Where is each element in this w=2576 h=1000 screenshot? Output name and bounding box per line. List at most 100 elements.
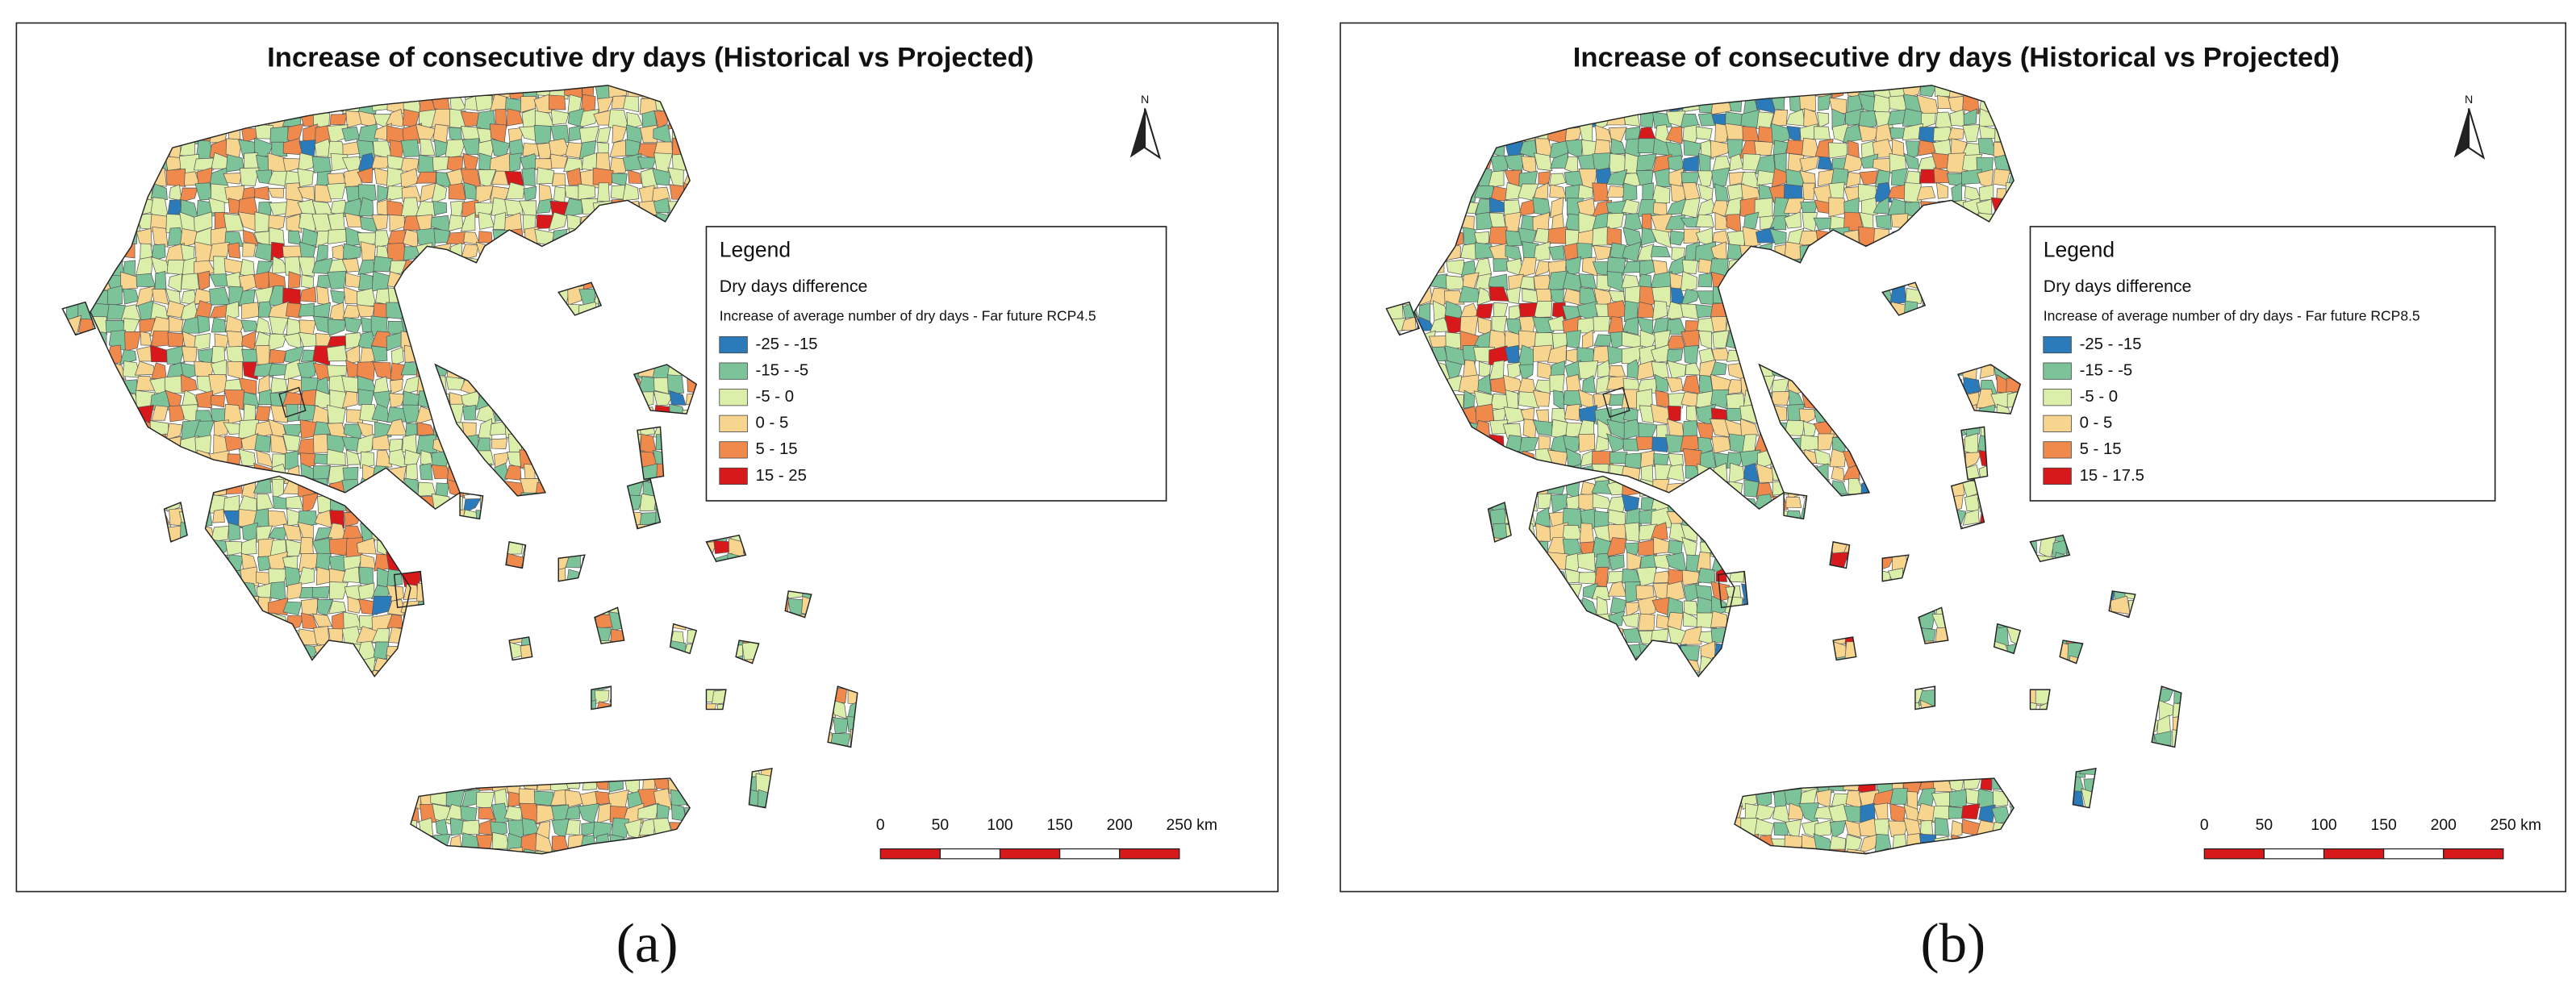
municipality (256, 582, 273, 601)
municipality (240, 537, 257, 556)
municipality (1518, 227, 1537, 245)
municipality (311, 156, 332, 173)
coastline (410, 777, 691, 855)
municipality (1641, 227, 1656, 246)
municipality (314, 509, 333, 528)
municipality (1817, 111, 1830, 128)
municipality (1564, 127, 1582, 144)
coastline (508, 636, 533, 661)
municipality (1962, 123, 1981, 143)
municipality (298, 566, 315, 585)
municipality (181, 346, 198, 362)
coastline (669, 623, 698, 655)
municipality (1680, 270, 1698, 292)
coastline (705, 534, 747, 563)
municipality (282, 601, 303, 616)
municipality (597, 97, 614, 114)
municipality (347, 596, 363, 614)
municipality (1565, 330, 1581, 349)
municipality (1754, 140, 1774, 156)
municipality (1534, 227, 1551, 244)
municipality (597, 182, 610, 202)
municipality (342, 304, 361, 319)
municipality (342, 390, 358, 409)
municipality (106, 285, 123, 307)
municipality (1473, 231, 1490, 246)
municipality (313, 302, 332, 318)
municipality (1579, 523, 1595, 544)
legend-swatch (719, 415, 748, 432)
municipality (462, 498, 482, 515)
municipality (1593, 315, 1610, 332)
municipality (1652, 154, 1672, 173)
municipality (375, 449, 393, 470)
municipality (167, 332, 185, 348)
municipality (1710, 316, 1727, 332)
municipality (535, 851, 555, 854)
municipality (254, 186, 270, 201)
municipality (329, 302, 345, 320)
municipality (1488, 170, 1505, 188)
municipality (269, 126, 289, 144)
municipality (420, 138, 436, 156)
municipality (253, 362, 274, 377)
municipality (208, 197, 225, 214)
municipality (152, 226, 169, 248)
legend-swatch (719, 441, 748, 459)
municipality (1548, 173, 1567, 187)
municipality (1695, 214, 1715, 228)
municipality (315, 184, 332, 203)
municipality (311, 613, 332, 627)
municipality (508, 152, 522, 173)
municipality (1681, 259, 1698, 274)
municipality (210, 394, 225, 408)
municipality (1799, 156, 1819, 173)
municipality (120, 271, 140, 290)
municipality (592, 167, 614, 185)
coastline (748, 767, 773, 809)
municipality (1592, 182, 1609, 202)
coastline (735, 640, 760, 665)
municipality (595, 790, 611, 806)
scale-label: 0 (876, 816, 885, 834)
municipality (299, 286, 317, 303)
municipality (194, 211, 213, 234)
municipality (1518, 198, 1538, 216)
north-arrow: N (1129, 94, 1162, 160)
municipality (328, 537, 349, 556)
municipality (224, 435, 243, 452)
municipality (241, 302, 260, 320)
municipality (386, 108, 405, 127)
municipality (1858, 110, 1877, 130)
scale-segment (1059, 848, 1121, 860)
municipality (1669, 230, 1687, 246)
municipality (1697, 567, 1716, 585)
municipality (1472, 257, 1493, 277)
municipality (390, 378, 403, 394)
municipality (342, 243, 362, 260)
municipality (297, 185, 315, 201)
municipality (228, 522, 241, 541)
municipality (1445, 275, 1466, 290)
municipality (536, 167, 555, 185)
municipality (563, 198, 583, 218)
municipality (136, 227, 152, 247)
municipality (1475, 403, 1494, 423)
municipality (1488, 226, 1508, 245)
municipality (563, 157, 583, 173)
legend-swatch (719, 467, 748, 485)
municipality (242, 242, 257, 257)
municipality (297, 522, 314, 541)
legend-swatch (719, 362, 748, 380)
municipality (345, 273, 362, 288)
municipality (1802, 137, 1820, 158)
municipality (552, 173, 566, 187)
north-label: N (1141, 94, 1149, 106)
municipality (833, 717, 849, 735)
municipality (373, 256, 393, 273)
municipality (1961, 169, 1982, 185)
scale-label: 250 km (1167, 816, 1217, 834)
municipality (475, 185, 494, 204)
municipality (536, 142, 554, 160)
